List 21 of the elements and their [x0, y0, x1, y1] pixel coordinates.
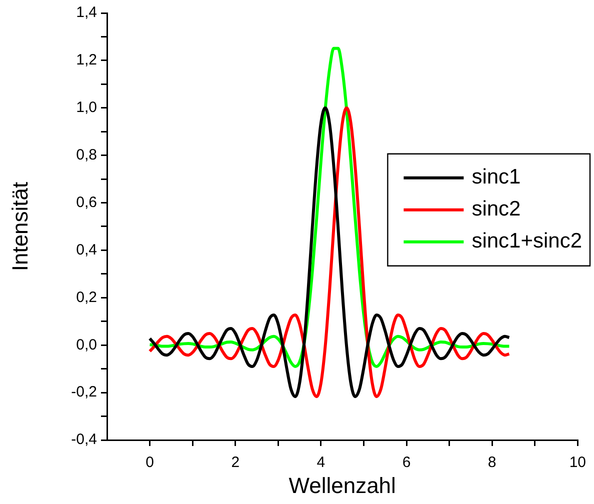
y-tick-label: 0,8: [76, 146, 97, 164]
y-tick-label: -0,2: [71, 384, 97, 401]
x-tick-label: 0: [146, 454, 154, 472]
x-tick-label: 4: [316, 454, 326, 472]
legend-label: sinc2: [472, 198, 521, 221]
y-axis-title: Intensität: [7, 182, 32, 272]
y-tick-label: 1,2: [76, 52, 97, 69]
y-tick-label: -0,4: [71, 431, 97, 448]
x-tick-label: 6: [402, 454, 411, 472]
y-tick-label: 0,0: [76, 336, 97, 354]
x-axis-title: Wellenzahl: [288, 472, 396, 498]
x-tick-label: 10: [569, 454, 586, 472]
y-tick-label: 0,6: [76, 194, 97, 211]
y-tick-label: 0,4: [76, 241, 97, 258]
x-tick-label: 8: [488, 454, 496, 472]
y-tick-label: 1,0: [76, 99, 97, 116]
legend-label: sinc1+sinc2: [472, 230, 582, 253]
legend-label: sinc1: [472, 166, 521, 189]
x-tick-label: 2: [231, 454, 240, 472]
y-tick-label: 0,2: [76, 288, 97, 306]
y-tick-label: 1,4: [76, 4, 97, 22]
